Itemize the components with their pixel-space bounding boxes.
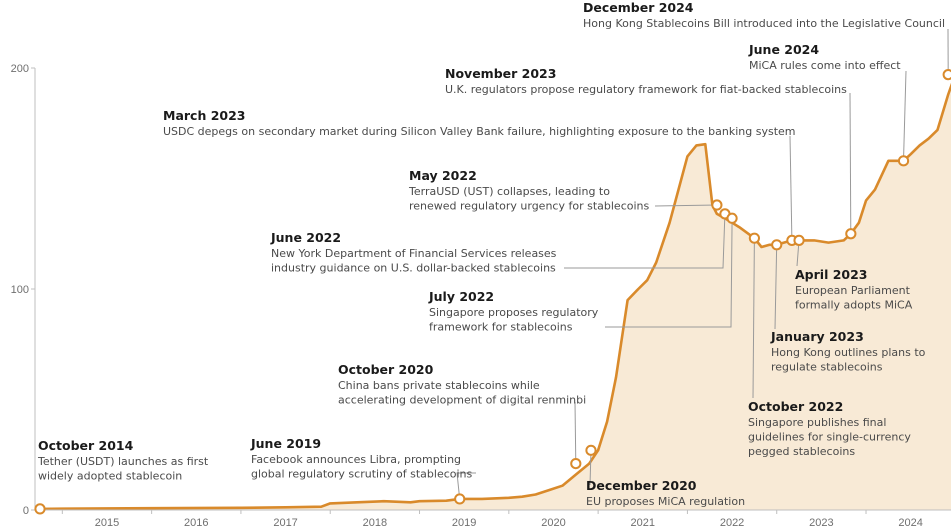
x-tick-label: 2022: [720, 517, 744, 529]
event-description: Hong Kong Stablecoins Bill introduced in…: [583, 17, 945, 30]
event-date-label: January 2023: [770, 329, 864, 344]
y-tick-label: 0: [23, 505, 29, 517]
x-tick-label: 2021: [631, 517, 655, 529]
x-tick-label: 2024: [898, 517, 922, 529]
event-description: global regulatory scrutiny of stablecoin…: [251, 468, 473, 481]
event-description: industry guidance on U.S. dollar-backed …: [271, 262, 556, 275]
event-leader-line: [605, 218, 733, 328]
event-leader-line: [752, 238, 755, 399]
event-date-label: October 2020: [338, 362, 434, 377]
x-tick-label: 2017: [273, 517, 297, 529]
x-tick-label: 2016: [184, 517, 208, 529]
event-description: European Parliament: [795, 284, 911, 297]
x-tick-label: 2018: [363, 517, 387, 529]
event-leader-line: [789, 135, 793, 241]
event-marker: [897, 155, 910, 167]
event-date-label: April 2023: [795, 267, 868, 282]
event-description: TerraUSD (UST) collapses, leading to: [408, 185, 610, 198]
event-description: guidelines for single-currency: [748, 431, 911, 444]
event-marker: [793, 234, 805, 246]
event-description: New York Department of Financial Service…: [271, 247, 557, 260]
event-leader-line: [654, 204, 717, 207]
event-description: widely adopted stablecoin: [38, 470, 182, 483]
y-tick-label: 100: [11, 284, 29, 296]
event-leader-line: [903, 70, 907, 161]
event-marker: [942, 69, 951, 81]
event-date-label: June 2022: [270, 230, 341, 245]
event-description: Facebook announces Libra, prompting: [251, 453, 461, 466]
y-tick-label: 200: [11, 63, 29, 75]
event-date-label: June 2024: [748, 42, 819, 57]
event-marker: [748, 232, 761, 244]
x-tick-label: 2023: [809, 517, 833, 529]
event-marker: [570, 457, 582, 470]
event-marker: [711, 199, 723, 211]
event-description: regulate stablecoins: [771, 361, 883, 374]
event-leader-line: [564, 213, 726, 269]
event-date-label: May 2022: [409, 168, 477, 183]
event-description: MiCA rules come into effect: [749, 59, 901, 72]
event-description: Singapore publishes final: [748, 416, 886, 429]
series-area: [40, 86, 951, 510]
event-description: EU proposes MiCA regulation: [586, 495, 745, 508]
event-marker: [34, 503, 46, 515]
event-marker: [771, 239, 783, 251]
event-leader-line: [774, 244, 778, 330]
event-date-label: November 2023: [445, 66, 556, 81]
event-marker: [454, 493, 466, 505]
event-date-label: December 2024: [583, 0, 694, 15]
event-date-label: March 2023: [163, 108, 246, 123]
event-description: accelerating development of digital renm…: [338, 394, 586, 407]
event-description: U.K. regulators propose regulatory frame…: [445, 83, 847, 96]
series-line: [39, 82, 951, 511]
event-leader-line: [849, 92, 852, 234]
event-description: renewed regulatory urgency for stablecoi…: [409, 200, 649, 213]
event-date-label: June 2019: [250, 436, 321, 451]
event-description: pegged stablecoins: [748, 445, 855, 458]
event-marker: [726, 212, 738, 224]
event-date-label: October 2014: [38, 438, 134, 453]
event-leader-line: [574, 401, 577, 464]
event-description: USDC depegs on secondary market during S…: [163, 125, 796, 138]
event-leader-line: [589, 450, 592, 486]
x-tick-label: 2019: [452, 517, 476, 529]
event-description: framework for stablecoins: [429, 321, 573, 334]
x-tick-label: 2020: [541, 517, 565, 529]
event-date-label: July 2022: [428, 289, 494, 304]
event-date-label: October 2022: [748, 399, 843, 414]
event-marker: [845, 228, 857, 240]
x-tick-label: 2015: [95, 517, 119, 529]
event-description: Tether (USDT) launches as first: [37, 455, 209, 468]
event-description: Singapore proposes regulatory: [429, 306, 599, 319]
event-marker: [585, 444, 597, 456]
event-date-label: December 2020: [586, 478, 697, 493]
event-leader-line: [456, 472, 476, 499]
event-description: Hong Kong outlines plans to: [771, 346, 926, 359]
event-description: China bans private stablecoins while: [338, 379, 540, 392]
event-description: formally adopts MiCA: [795, 299, 913, 312]
